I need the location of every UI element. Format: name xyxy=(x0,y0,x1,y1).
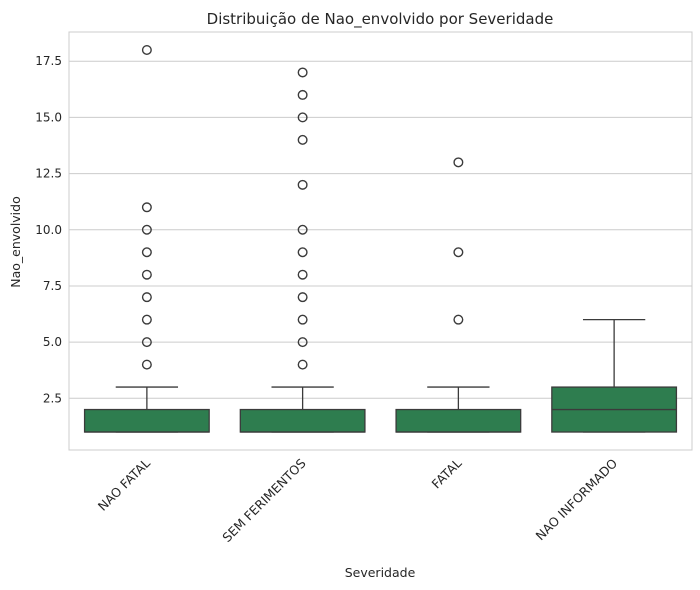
outlier-point xyxy=(297,89,308,100)
x-tick-label: NAO INFORMADO xyxy=(533,455,621,543)
outlier-point xyxy=(453,247,464,258)
outlier-point xyxy=(297,112,308,123)
outlier-point xyxy=(297,314,308,325)
outlier-point xyxy=(297,269,308,280)
outlier-point xyxy=(141,292,152,303)
outlier-point xyxy=(297,337,308,348)
y-tick-label: 2.5 xyxy=(43,391,62,405)
outlier-point xyxy=(141,202,152,213)
box-nao-fatal xyxy=(83,408,210,433)
outlier-point xyxy=(141,224,152,235)
outlier-point xyxy=(297,134,308,145)
outlier-point xyxy=(297,179,308,190)
outlier-point xyxy=(141,44,152,55)
outlier-point xyxy=(297,359,308,370)
outlier-point xyxy=(453,314,464,325)
y-axis-label: Nao_envolvido xyxy=(8,196,23,288)
y-tick-label: 12.5 xyxy=(35,167,62,181)
y-tick-label: 15.0 xyxy=(35,110,62,124)
outlier-point xyxy=(297,224,308,235)
x-tick-label: NAO FATAL xyxy=(95,456,153,514)
x-axis-label: Severidade xyxy=(345,565,416,580)
y-tick-label: 17.5 xyxy=(35,54,62,68)
chart-title: Distribuição de Nao_envolvido por Severi… xyxy=(207,10,554,29)
y-tick-label: 5.0 xyxy=(43,335,62,349)
x-tick-label: FATAL xyxy=(429,455,465,491)
outlier-point xyxy=(453,157,464,168)
outlier-point xyxy=(141,359,152,370)
x-tick-label: SEM FERIMENTOS xyxy=(219,455,308,544)
outlier-point xyxy=(297,247,308,258)
y-tick-label: 10.0 xyxy=(35,223,62,237)
outlier-point xyxy=(141,337,152,348)
y-tick-label: 7.5 xyxy=(43,279,62,293)
outlier-point xyxy=(141,314,152,325)
outlier-point xyxy=(141,247,152,258)
plot-area: 2.5 5.0 7.5 10.0 12.5 15.0 17.5 NAO FATAL SEM FE… xyxy=(35,31,693,545)
outlier-point xyxy=(297,292,308,303)
outlier-point xyxy=(297,67,308,78)
plot-frame xyxy=(68,31,693,451)
box-sem-ferimentos xyxy=(239,408,366,433)
outlier-point xyxy=(141,269,152,280)
box-fatal xyxy=(395,408,522,433)
